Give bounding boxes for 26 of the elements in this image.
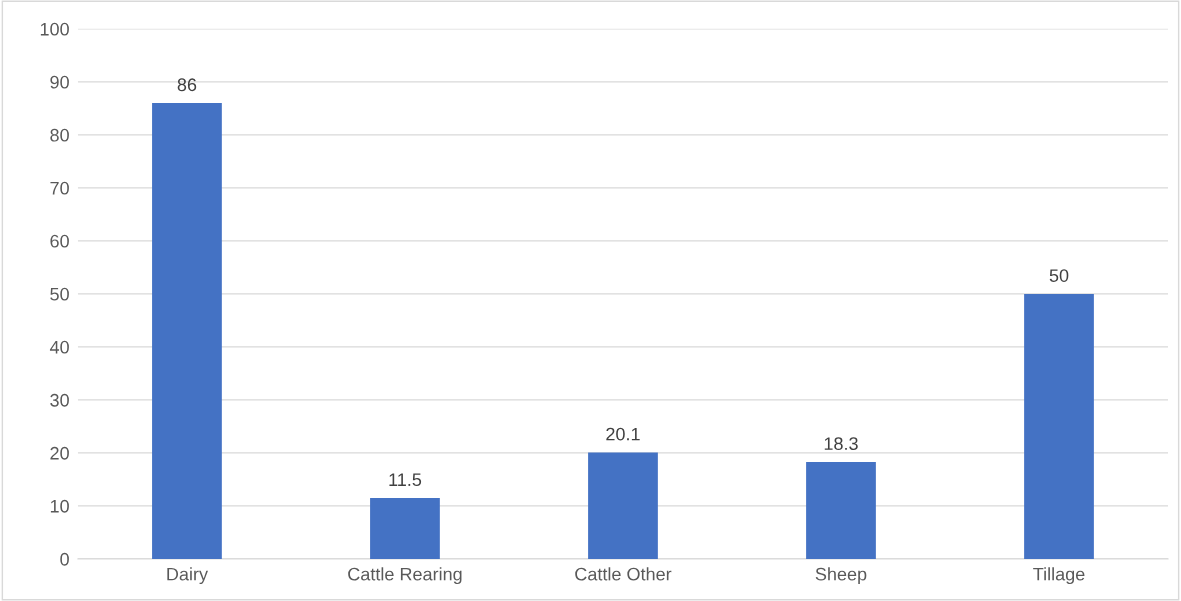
data-label: 20.1: [606, 427, 640, 441]
bar: [588, 452, 658, 559]
y-tick-label: 60: [50, 234, 69, 248]
y-tick-label: 40: [49, 340, 69, 354]
y-tick-label: 80: [50, 128, 69, 142]
y-tick-label: 20: [50, 446, 69, 460]
bar: [152, 103, 222, 559]
data-label: 11.5: [389, 473, 422, 487]
y-tick-label: 70: [50, 181, 69, 195]
bar: [1024, 293, 1094, 559]
data-label: 18.3: [824, 437, 858, 451]
bar: [370, 497, 440, 559]
y-tick-label: 50: [50, 287, 69, 301]
y-tick-label: 100: [40, 22, 69, 36]
x-tick-label: Tillage: [1033, 567, 1085, 585]
x-tick-label: Cattle Rearing: [348, 567, 462, 585]
x-tick-label: Sheep: [815, 567, 867, 585]
data-label: 50: [1049, 269, 1069, 282]
y-tick-label: 30: [50, 393, 69, 407]
x-tick-label: Cattle Other: [575, 567, 672, 581]
y-tick-label: 90: [50, 75, 69, 89]
data-label: 86: [177, 78, 197, 92]
y-tick-label: 10: [50, 499, 69, 513]
y-tick-label: 0: [60, 552, 69, 566]
x-tick-label: Dairy: [167, 567, 208, 585]
bar: [806, 461, 876, 559]
